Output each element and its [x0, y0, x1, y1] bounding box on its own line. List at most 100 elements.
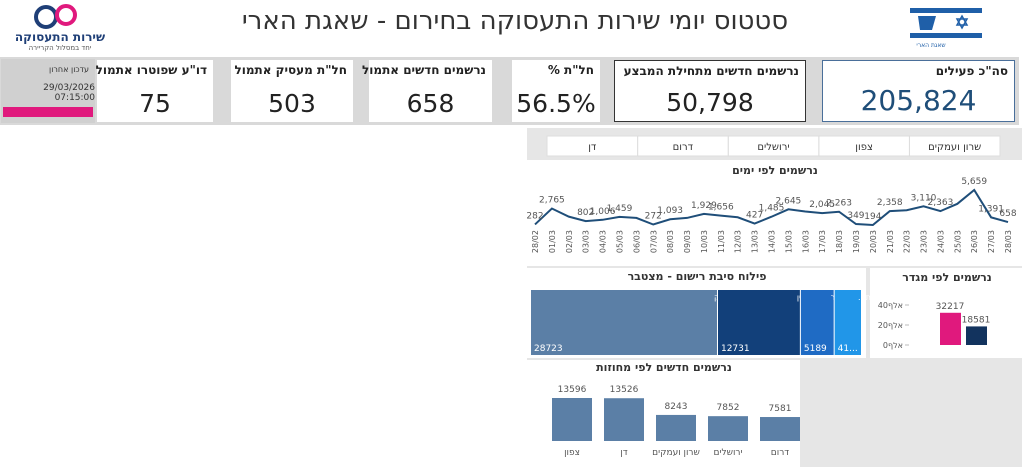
emblem	[906, 4, 986, 42]
x-tick-label: שרון ועמקים	[652, 448, 700, 458]
header: שירות התעסוקה יחד במסלול הקריירה סטטוס י…	[0, 0, 1024, 55]
data-label: 658	[999, 209, 1016, 219]
data-label: 2,363	[928, 198, 954, 208]
x-tick-label: 23/03	[920, 230, 929, 253]
bar	[940, 312, 961, 345]
x-tick-label: 01/03	[548, 230, 557, 253]
x-tick-label: 18/03	[835, 230, 844, 253]
data-label: 2,358	[877, 198, 903, 208]
kpi-label: נרשמים חדשים מתחילת המבצע	[623, 64, 799, 78]
data-label: 7852	[717, 403, 740, 413]
bar	[656, 414, 696, 441]
data-label: 2,765	[539, 196, 565, 206]
x-tick-label: 17/03	[818, 230, 827, 253]
treemap-tile	[800, 290, 834, 355]
data-label: 1,929	[691, 201, 717, 211]
data-label: 349	[847, 211, 864, 221]
tab-label[interactable]: דן	[588, 142, 597, 153]
x-tick-label: 25/03	[953, 230, 962, 253]
kpi-card: נרשמים חדשים אתמול 658	[362, 60, 492, 122]
kpi-value: 50,798	[666, 88, 754, 117]
x-tick-label: 19/03	[852, 230, 861, 253]
tile-label: הת...	[858, 293, 876, 302]
x-tick-label: דן	[620, 448, 627, 458]
bar	[966, 326, 987, 345]
x-tick-label: 10/03	[700, 230, 709, 253]
x-tick-label: 06/03	[632, 230, 641, 253]
kpi-label: דו"ע שפוטרו אתמול	[95, 63, 207, 77]
kpi-value: 75	[139, 89, 171, 118]
x-tick-label: 12/03	[734, 230, 743, 253]
kpi-value: 503	[268, 89, 316, 118]
x-tick-label: 11/03	[717, 230, 726, 253]
tab-label[interactable]: ירושלים	[757, 142, 789, 153]
kpi-card: דו"ע שפוטרו אתמול 75	[95, 60, 213, 122]
kpi-label: נרשמים חדשים אתמול	[362, 63, 486, 77]
x-tick-label: דרום	[771, 448, 790, 458]
x-tick-label: 27/03	[987, 230, 996, 253]
data-label: 2,263	[826, 199, 852, 209]
data-label: 18581	[962, 315, 991, 325]
x-tick-label: 14/03	[768, 230, 777, 253]
data-label: 8243	[665, 402, 688, 412]
card	[527, 160, 1022, 266]
treemap-tile	[531, 290, 717, 355]
data-label: 1,656	[708, 203, 734, 213]
x-tick-label: 15/03	[784, 230, 793, 253]
bar	[604, 398, 644, 441]
x-tick-label: ירושלים	[713, 448, 742, 458]
x-tick-label: 22/03	[903, 230, 912, 253]
page-title: סטטוס יומי שירות התעסוקה בחירום - שאגת ה…	[241, 6, 789, 36]
data-label: 3,110	[911, 193, 937, 203]
x-tick-label: 05/03	[615, 230, 624, 253]
data-label: 282	[527, 211, 544, 221]
data-label: 1,485	[759, 204, 785, 214]
data-label: 1,459	[607, 204, 633, 214]
tab-label[interactable]: שרון ועמקים	[928, 142, 981, 153]
x-tick-label: 28/02	[531, 230, 540, 253]
data-label: 1,006	[590, 207, 616, 217]
emblem-caption: שאגת הארי	[916, 42, 946, 49]
treemap-tile	[717, 290, 800, 355]
tile-value: 5189	[804, 344, 827, 354]
data-label: 1,391	[978, 204, 1004, 214]
kpi-label: חל"ת מעסיק אתמול	[234, 63, 347, 77]
kpi-card: סה"כ פעילים 205,824	[822, 60, 1015, 122]
kpi-label: סה"כ פעילים	[935, 64, 1008, 78]
treemap-tile	[834, 290, 861, 355]
bar	[760, 417, 800, 441]
data-label: 7581	[769, 404, 792, 414]
brand-tagline: יחד במסלול הקריירה	[28, 44, 92, 52]
chart-title: נרשמים לפי מגדר	[902, 271, 992, 284]
data-label: 802	[577, 208, 594, 218]
x-tick-label: 07/03	[649, 230, 658, 253]
y-tick-label: 40אלף	[878, 301, 903, 310]
brand-name: שירות התעסוקה	[14, 30, 106, 44]
y-tick-label: 0אלף	[883, 341, 903, 350]
accent-bar	[3, 107, 93, 117]
data-label: 2,645	[776, 196, 802, 206]
tab-label[interactable]: דרום	[673, 142, 694, 153]
x-tick-label: 28/03	[1004, 230, 1013, 253]
last-update-label: עדכון אחרון	[49, 65, 89, 74]
data-label: 5,659	[961, 177, 987, 187]
kpi-card: נרשמים חדשים מתחילת המבצע 50,798	[614, 60, 806, 122]
bar	[552, 398, 592, 441]
tab[interactable]	[546, 135, 639, 157]
charts-panel: שרון ועמקים צפון ירושלים דרום דן נרשמים לפי י…	[527, 128, 1022, 467]
x-tick-label: 08/03	[666, 230, 675, 253]
last-update-value: 29/03/2026 07:15:00	[43, 83, 95, 103]
x-tick-label: 20/03	[869, 230, 878, 253]
last-update: עדכון אחרון 29/03/2026 07:15:00	[1, 59, 95, 123]
x-tick-label: 13/03	[751, 230, 760, 253]
x-tick-label: 02/03	[565, 230, 574, 253]
tile-value: 41...	[838, 344, 858, 354]
tile-value: 12731	[721, 344, 750, 354]
x-tick-label: 04/03	[599, 230, 608, 253]
tab-label[interactable]: צפון	[855, 142, 873, 153]
kpi-card: חל"ת % 56.5%	[512, 60, 600, 122]
x-tick-label: 24/03	[936, 230, 945, 253]
kpi-value: 205,824	[860, 84, 977, 117]
kpi-value: 56.5%	[516, 89, 596, 118]
